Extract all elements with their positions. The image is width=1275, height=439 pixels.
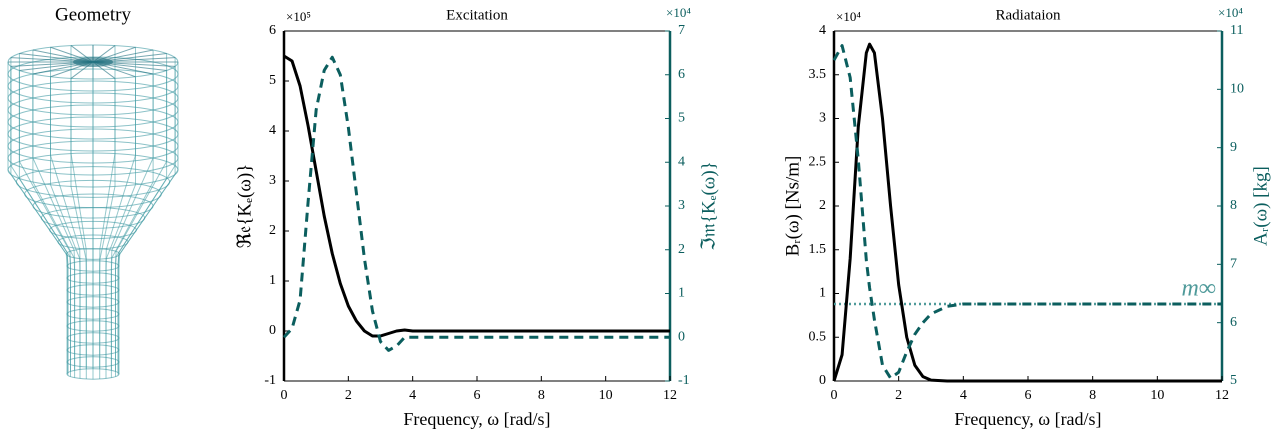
y-tick-label: 2.5	[809, 154, 827, 169]
y-tick-label: 1	[269, 273, 276, 288]
y2-tick-label: 5	[1230, 373, 1237, 388]
mesh-cap	[73, 57, 113, 67]
y-multiplier: ×10⁵	[286, 9, 311, 24]
series-line	[284, 57, 670, 350]
y-tick-label: -1	[264, 373, 276, 388]
y2-tick-label: -1	[678, 373, 690, 388]
chart-title: Radiataion	[996, 7, 1061, 23]
x-tick-label: 10	[599, 388, 613, 403]
y-axis-label: ℜ𝔢{Kₑ(ω)}	[234, 164, 255, 249]
y2-tick-label: 6	[1230, 315, 1237, 330]
y-tick-label: 5	[269, 73, 276, 88]
y2-tick-label: 3	[678, 198, 685, 213]
y2-tick-label: 0	[678, 329, 685, 344]
x-tick-label: 10	[1150, 388, 1164, 403]
y-tick-label: 3.5	[809, 67, 827, 82]
x-tick-label: 0	[831, 388, 838, 403]
y2-tick-label: 7	[1230, 257, 1237, 272]
y-tick-label: 0	[819, 373, 826, 388]
series-line	[834, 44, 1222, 381]
y2-tick-label: 7	[678, 23, 685, 38]
y-tick-label: 1	[819, 286, 826, 301]
x-tick-label: 6	[1025, 388, 1032, 403]
y2-axis-label: Aᵣ(ω) [kg]	[1250, 166, 1271, 246]
y-tick-label: 0.5	[809, 329, 827, 344]
x-axis-label: Frequency, ω [rad/s]	[403, 409, 550, 429]
y-multiplier: ×10⁴	[836, 9, 861, 24]
y-tick-label: 0	[269, 323, 276, 338]
geometry-title: Geometry	[55, 4, 131, 25]
x-tick-label: 0	[281, 388, 288, 403]
y2-tick-label: 2	[678, 242, 685, 257]
x-tick-label: 8	[1089, 388, 1096, 403]
x-tick-label: 8	[538, 388, 545, 403]
x-tick-label: 4	[409, 388, 416, 403]
y-tick-label: 6	[269, 23, 276, 38]
y2-tick-label: 4	[678, 154, 685, 169]
mesh-meridian	[19, 54, 70, 372]
y-tick-label: 3	[819, 111, 826, 126]
series-line	[284, 56, 670, 336]
y2-tick-label: 9	[1230, 140, 1237, 155]
y-tick-label: 2	[819, 198, 826, 213]
y2-tick-label: 1	[678, 286, 685, 301]
y2-multiplier: ×10⁴	[1218, 5, 1243, 20]
x-tick-label: 12	[1215, 388, 1229, 403]
x-tick-label: 4	[960, 388, 967, 403]
y2-multiplier: ×10⁴	[666, 5, 691, 20]
y2-axis-label: ℑ𝔪{Kₑ(ω)}	[698, 161, 719, 251]
y2-tick-label: 5	[678, 111, 685, 126]
y-axis-label: Bᵣ(ω) [Ns/m]	[782, 156, 803, 257]
geometry-mesh	[8, 45, 178, 379]
x-axis-label: Frequency, ω [rad/s]	[954, 409, 1101, 429]
x-tick-label: 2	[895, 388, 902, 403]
x-tick-label: 2	[345, 388, 352, 403]
y2-tick-label: 8	[1230, 198, 1237, 213]
y2-tick-label: 10	[1230, 82, 1244, 97]
y-tick-label: 1.5	[809, 242, 827, 257]
figure: Geometry 024681012-10123456-101234567Exc…	[0, 0, 1275, 439]
y2-tick-label: 11	[1230, 23, 1243, 38]
y-tick-label: 4	[269, 123, 276, 138]
y-tick-label: 3	[269, 173, 276, 188]
mesh-meridian	[116, 54, 167, 372]
page: Geometry 024681012-10123456-101234567Exc…	[0, 0, 1275, 439]
x-tick-label: 12	[663, 388, 677, 403]
y-tick-label: 4	[819, 23, 826, 38]
x-tick-label: 6	[474, 388, 481, 403]
chart-title: Excitation	[446, 7, 508, 23]
y-tick-label: 2	[269, 223, 276, 238]
y2-tick-label: 6	[678, 67, 685, 82]
reference-label: m∞	[1182, 276, 1216, 302]
